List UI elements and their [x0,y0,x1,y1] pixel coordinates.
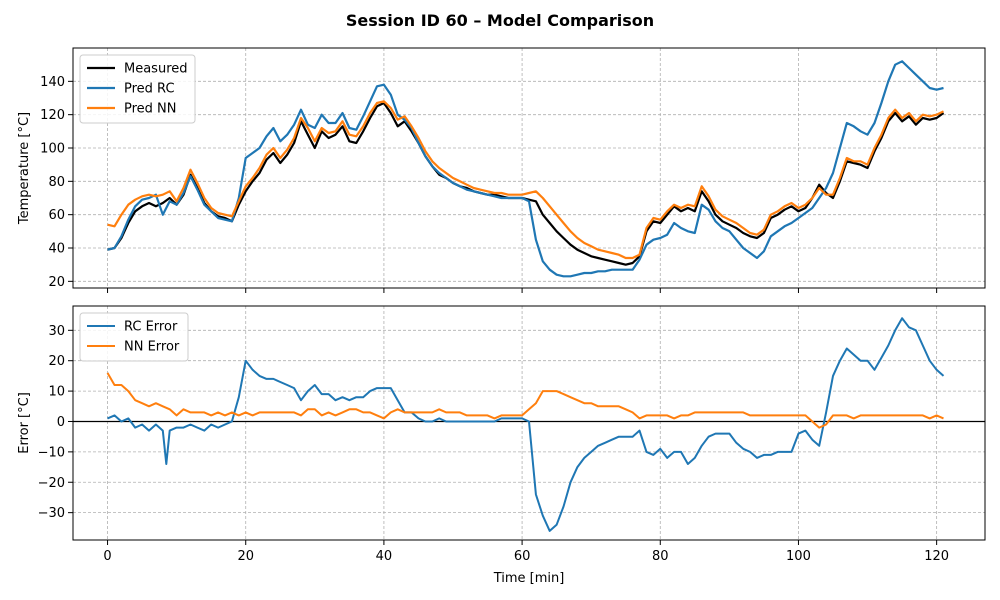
y-tick-label: 80 [48,175,65,190]
series-line-nn-error [106,372,944,429]
y-axis-label: Error [°C] [17,392,32,454]
y-tick-label: 120 [40,108,65,123]
x-axis-label: Time [min] [493,571,565,586]
y-tick-label: 10 [48,385,65,400]
legend-label: RC Error [124,320,178,335]
y-tick-label: −30 [38,506,65,521]
x-tick-label: 120 [924,549,949,564]
legend-label: Pred NN [124,102,177,117]
series-line-rc-error [107,317,945,532]
series-line-pred-rc [107,60,944,278]
y-tick-label: 100 [40,142,65,157]
y-tick-label: −10 [38,445,65,460]
y-tick-label: 30 [48,324,65,339]
y-tick-label: 20 [48,275,65,290]
y-tick-label: −20 [38,476,65,491]
x-tick-label: 20 [237,549,254,564]
legend: Measured Pred RC Pred NN [79,54,196,124]
y-axis-label: Temperature [°C] [17,112,32,225]
y-tick-label: 140 [40,75,65,90]
plot-frame [72,305,986,541]
plot-frame [72,47,986,289]
x-tick-label: 0 [103,549,111,564]
x-tick-label: 80 [652,549,669,564]
y-tick-label: 40 [48,242,65,257]
y-tick-label: 20 [48,354,65,369]
y-tick-label: 60 [48,208,65,223]
x-tick-label: 60 [514,549,531,564]
figure-title: Session ID 60 – Model Comparison [346,11,654,30]
series-line-pred-nn [107,100,944,260]
legend-label: NN Error [124,340,180,355]
x-tick-label: 100 [786,549,811,564]
error-chart: 0 20 40 60 80 100 120 −30 −20 −10 0 10 20 30 Error [°C… [17,305,986,586]
x-tick-label: 40 [376,549,393,564]
temperature-chart: 20 40 60 80 100 120 140 Temperature [°C] Measure… [17,47,986,293]
series-line-measured [107,101,945,266]
legend: RC Error NN Error [79,312,189,362]
legend-label: Pred RC [124,82,175,97]
legend-label: Measured [124,62,188,77]
y-tick-label: 0 [57,415,65,430]
